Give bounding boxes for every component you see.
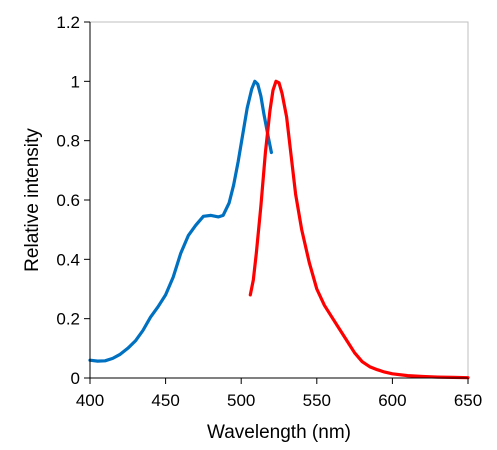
y-tick-label: 0.6 xyxy=(56,191,80,210)
x-tick-label: 650 xyxy=(454,391,482,410)
series-layer xyxy=(88,79,470,380)
series-line-1 xyxy=(88,79,273,363)
y-axis-title: Relative intensity xyxy=(22,128,43,272)
labels-layer: 400 450 500 550 600 650 0 0.2 0.4 0.6 0.8 1 1.2 xyxy=(56,13,482,410)
y-tick-label: 1.2 xyxy=(56,13,80,32)
y-tick-label: 0.4 xyxy=(56,250,80,269)
x-tick-label: 400 xyxy=(76,391,104,410)
y-tick-label: 0.2 xyxy=(56,310,80,329)
x-tick-label: 550 xyxy=(303,391,331,410)
x-tick-label: 600 xyxy=(378,391,406,410)
ticks-layer xyxy=(84,21,469,384)
x-tick-label: 500 xyxy=(227,391,255,410)
y-tick-label: 0 xyxy=(71,369,80,388)
series-line-2 xyxy=(248,79,470,380)
x-tick-label: 450 xyxy=(151,391,179,410)
y-tick-label: 1 xyxy=(71,72,80,91)
x-axis-title: Wavelength (nm) xyxy=(207,422,351,443)
y-tick-label: 0.8 xyxy=(56,132,80,151)
